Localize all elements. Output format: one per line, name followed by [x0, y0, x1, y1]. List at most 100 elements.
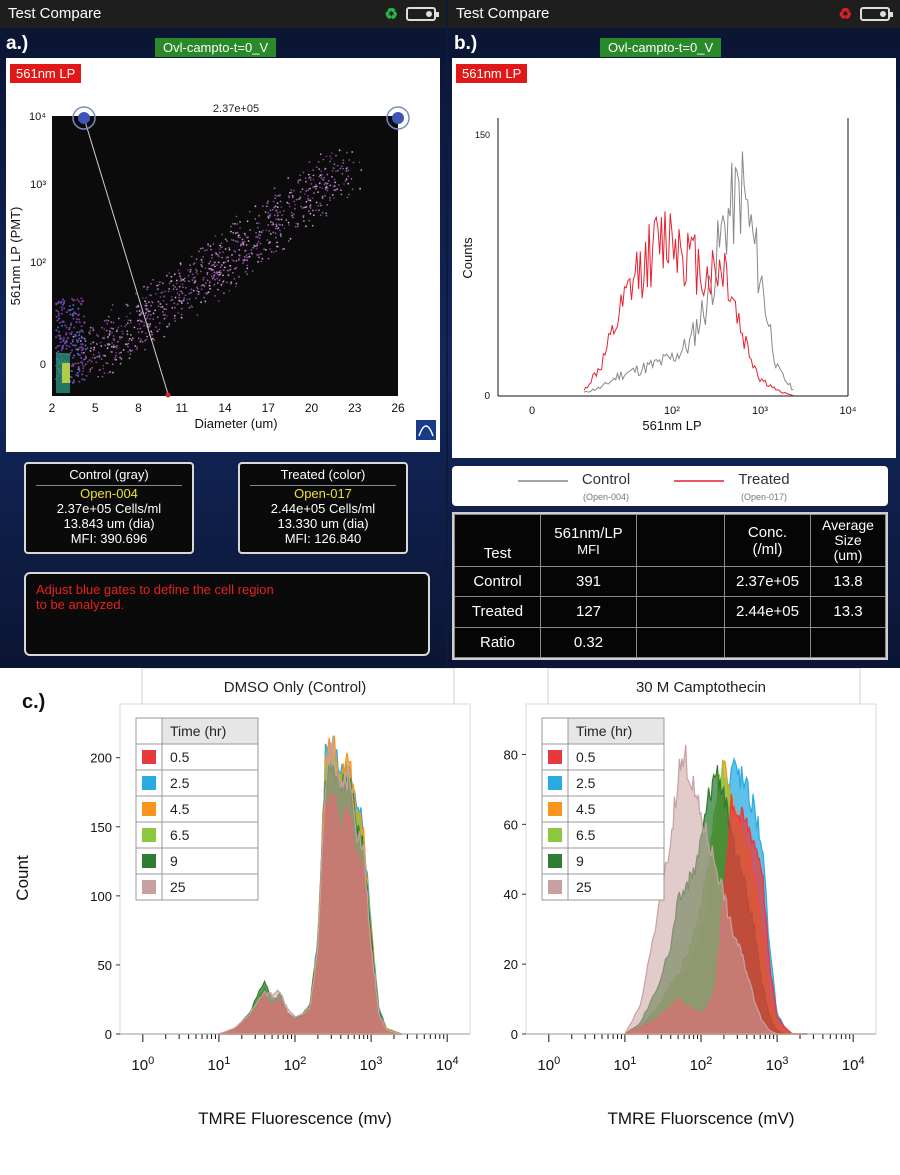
scatter-point — [112, 338, 115, 340]
scatter-point — [242, 259, 245, 261]
scatter-point — [224, 266, 226, 269]
scatter-point — [59, 334, 62, 337]
gate-handle-left[interactable] — [72, 106, 96, 130]
scatter-point — [220, 283, 223, 286]
scatter-point — [73, 379, 75, 382]
scatter-point — [261, 257, 264, 260]
scatter-point — [359, 187, 361, 190]
scatter-point — [163, 317, 166, 320]
scatter-point — [95, 361, 98, 364]
histogram-toggle-button[interactable] — [416, 420, 436, 440]
scatter-point — [214, 278, 217, 281]
scatter-point — [203, 296, 206, 299]
scatter-point — [305, 190, 308, 192]
legend-item-label: 9 — [170, 853, 178, 869]
scatter-point — [288, 224, 290, 226]
scatter-point — [231, 259, 234, 261]
scatter-point — [141, 341, 144, 343]
scatter-point — [246, 259, 248, 262]
scatter-point — [69, 342, 72, 345]
scatter-point — [93, 348, 95, 351]
scatter-point — [162, 311, 164, 313]
scatter-point — [323, 194, 326, 197]
legend-item-label: 9 — [576, 853, 584, 869]
scatter-point — [209, 287, 212, 290]
legend-swatch — [548, 750, 562, 764]
scatter-point — [180, 313, 183, 316]
scatter-point — [77, 348, 79, 351]
scatter-point — [78, 370, 81, 372]
panel-a: Test Compare ♻ a.) Ovl-campto-t=0_V 561n… — [0, 0, 446, 668]
scatter-point — [188, 306, 191, 309]
scatter-point — [177, 269, 180, 272]
scatter-point — [315, 166, 318, 168]
scatter-point — [272, 200, 275, 203]
results-table: Test 561nm/LP MFI Conc. (/ml) Average Si… — [452, 512, 888, 660]
scatter-point — [112, 344, 115, 346]
scatter-point — [178, 285, 181, 288]
scatter-point — [78, 318, 81, 321]
scatter-point — [343, 183, 345, 185]
y-max-label: 150 — [475, 130, 490, 140]
scatter-point — [168, 282, 171, 285]
scatter-point — [307, 197, 309, 200]
scatter-point — [260, 231, 263, 234]
scatter-point — [285, 219, 288, 221]
scatter-point — [72, 363, 75, 366]
scatter-point — [81, 373, 83, 376]
scatter-point — [204, 292, 207, 295]
scatter-point — [82, 359, 85, 361]
scatter-point — [221, 281, 224, 284]
scatter-point — [139, 327, 142, 330]
scatter-point — [260, 260, 263, 263]
scatter-point — [272, 221, 274, 224]
scatter-point — [260, 253, 262, 255]
scatter-point — [312, 186, 314, 189]
scatter-point — [75, 362, 78, 365]
scatter-point — [299, 191, 302, 193]
scatter-point — [224, 238, 227, 241]
cell: 2.44e+05 — [724, 596, 811, 628]
scatter-point — [80, 351, 83, 354]
scatter-point — [183, 298, 185, 301]
scatter-point — [137, 337, 140, 340]
scatter-point — [203, 285, 206, 287]
scatter-point — [80, 297, 83, 300]
scatter-point — [276, 206, 279, 209]
scatter-point — [350, 177, 353, 180]
scatter-point — [247, 240, 250, 242]
y-tick-label: 100 — [90, 889, 112, 904]
scatter-point — [71, 381, 74, 384]
scatter-point — [106, 336, 109, 339]
table-header-row: Test 561nm/LP MFI Conc. (/ml) Average Si… — [454, 514, 886, 567]
scatter-point — [136, 348, 138, 351]
scatter-point — [119, 356, 121, 359]
scatter-point — [158, 322, 161, 325]
scatter-point — [271, 208, 274, 211]
scatter-point — [272, 251, 275, 254]
scatter-point — [112, 321, 115, 324]
scatter-point — [190, 288, 193, 291]
scatter-point — [56, 319, 59, 322]
scatter-point — [290, 191, 293, 194]
scatter-point — [255, 247, 258, 250]
scatter-point — [295, 198, 298, 201]
scatter-point — [204, 267, 207, 270]
scatter-point — [119, 338, 121, 340]
scatter-point — [72, 344, 74, 347]
x-tick-label: 0 — [529, 405, 535, 417]
scatter-point — [88, 332, 91, 335]
scatter-point — [347, 169, 350, 172]
scatter-point — [64, 324, 66, 327]
y-tick-label: 150 — [90, 820, 112, 835]
scatter-point — [173, 302, 176, 305]
scatter-point — [347, 182, 350, 185]
scatter-point — [200, 284, 203, 287]
scatter-point — [250, 249, 253, 251]
y-tick-label: 10² — [30, 257, 46, 269]
scatter-point — [318, 209, 320, 212]
gate-handle-right[interactable] — [386, 106, 410, 130]
scatter-point — [75, 374, 78, 376]
scatter-point — [351, 188, 354, 191]
scatter-point — [318, 175, 321, 178]
